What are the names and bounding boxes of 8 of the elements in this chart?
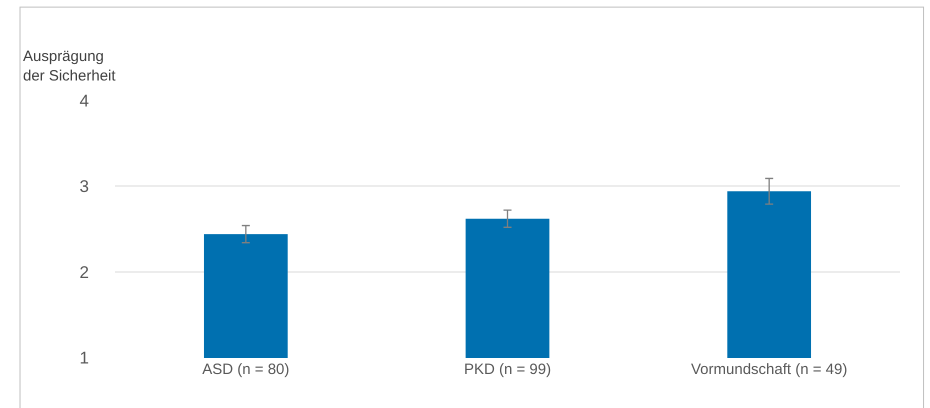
y-axis-title: Ausprägung der Sicherheit xyxy=(23,48,116,84)
y-tick-label: 4 xyxy=(80,91,89,110)
y-tick-label: 2 xyxy=(80,262,89,282)
x-tick-label: PKD (n = 99) xyxy=(464,361,552,378)
x-tick-label: ASD (n = 80) xyxy=(202,361,290,378)
y-tick-label: 1 xyxy=(80,348,89,368)
x-tick-label: Vormundschaft (n = 49) xyxy=(691,361,848,378)
y-tick-label: 3 xyxy=(80,177,89,196)
